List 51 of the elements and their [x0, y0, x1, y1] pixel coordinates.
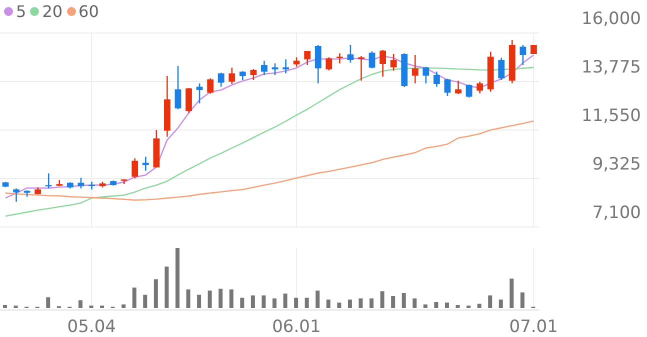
- bar: [272, 298, 276, 308]
- bar: [488, 295, 492, 308]
- bar: [218, 288, 223, 308]
- bar: [380, 291, 384, 308]
- legend-label: 20: [41, 2, 63, 21]
- bar: [423, 304, 428, 308]
- bar: [337, 302, 342, 308]
- bar: [186, 289, 190, 308]
- bar: [326, 300, 330, 308]
- bar: [78, 300, 82, 308]
- y-tick-label: 11,550: [582, 106, 641, 126]
- bar: [143, 294, 148, 308]
- bar: [370, 298, 374, 308]
- bar: [456, 305, 460, 308]
- bar: [229, 289, 234, 308]
- bar: [348, 300, 352, 308]
- y-tick-label: 7,100: [592, 203, 641, 223]
- bar: [402, 293, 406, 308]
- x-tick-label: 05.04: [67, 317, 116, 337]
- legend-label: 60: [78, 2, 99, 21]
- bar: [46, 297, 50, 308]
- bar: [294, 298, 298, 308]
- bar: [250, 295, 255, 308]
- bar: [316, 290, 320, 308]
- bar: [498, 300, 503, 308]
- bar: [510, 278, 514, 308]
- legend-label: 5: [15, 2, 26, 21]
- bar: [477, 304, 482, 308]
- bar: [412, 298, 417, 308]
- y-tick-label: 16,000: [582, 9, 641, 29]
- bar: [208, 290, 212, 308]
- bar: [154, 279, 158, 308]
- x-tick-label: 07.01: [509, 317, 558, 337]
- bar: [197, 294, 202, 308]
- y-tick-label: 13,775: [582, 58, 641, 78]
- bar: [391, 296, 396, 308]
- bar: [520, 292, 524, 308]
- bar: [262, 295, 266, 308]
- bar: [175, 248, 180, 308]
- bar: [240, 298, 244, 308]
- bar: [122, 304, 126, 308]
- bar: [3, 305, 7, 308]
- bar: [358, 298, 363, 308]
- x-tick-label: 06.01: [272, 317, 321, 337]
- bar: [444, 302, 449, 308]
- bar: [283, 294, 288, 308]
- y-tick-label: 9,325: [592, 154, 641, 174]
- bar: [434, 302, 438, 308]
- bar: [164, 266, 169, 308]
- bar: [304, 298, 309, 308]
- bar: [132, 288, 136, 308]
